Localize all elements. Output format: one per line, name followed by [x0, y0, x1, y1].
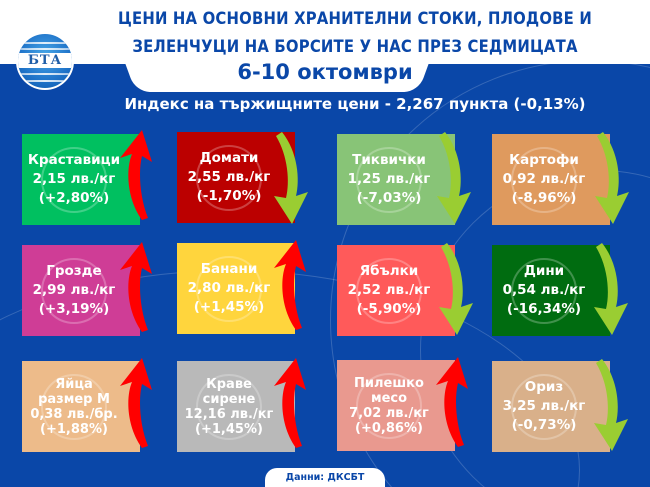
product-price: 0,38 лв./бр. — [30, 406, 118, 422]
data-source: Данни: ДКСБТ — [265, 468, 385, 487]
product-change: (-5,90%) — [356, 301, 422, 317]
potato-icon — [511, 146, 577, 213]
product-price: 0,92 лв./кг — [502, 171, 586, 187]
product-change: (-0,73%) — [511, 417, 577, 433]
product-name: Ябълки — [359, 263, 419, 279]
product-change: (-7,03%) — [356, 190, 422, 206]
product-card-tomatoes: Домати 2,55 лв./кг (-1,70%) — [177, 132, 295, 223]
product-card-chicken: Пилешко месо 7,02 лв./кг (+0,86%) — [337, 360, 455, 451]
product-name: Домати — [199, 150, 259, 166]
date-tab — [152, 50, 402, 92]
chicken-icon — [356, 372, 422, 439]
tomato-icon — [196, 144, 262, 211]
grapes-icon — [41, 257, 107, 324]
up-arrow-icon — [436, 357, 468, 447]
product-card-eggs: Яйца размер М 0,38 лв./бр. (+1,88%) — [22, 361, 140, 452]
zucchini-icon — [356, 146, 422, 213]
down-arrow-icon — [594, 243, 628, 335]
product-name: Картофи — [509, 152, 579, 168]
up-arrow-icon — [120, 242, 152, 332]
down-arrow-icon — [594, 359, 628, 451]
cucumber-icon — [41, 146, 107, 213]
product-price: 2,52 лв./кг — [347, 282, 431, 298]
product-change: (+1,88%) — [40, 421, 108, 437]
product-card-rice: Ориз 3,25 лв./кг (-0,73%) — [492, 361, 610, 452]
product-change: (+3,19%) — [38, 301, 110, 317]
up-arrow-icon — [274, 240, 306, 330]
product-card-zucchini: Тиквички 1,25 лв./кг (-7,03%) — [337, 134, 455, 225]
product-card-cucumbers: Краставици 2,15 лв./кг (+2,80%) — [22, 134, 140, 225]
product-price: 2,99 лв./кг — [32, 282, 116, 298]
egg-icon — [41, 373, 107, 440]
page-title-line-2: ЗЕЛЕНЧУЦИ НА БОРСИТЕ У НАС ПРЕЗ СЕДМИЦАТ… — [132, 37, 578, 56]
product-name: Грозде — [46, 263, 102, 279]
product-card-cow-cheese: Краве сирене 12,16 лв./кг (+1,45%) — [177, 361, 295, 452]
page-title-line-1: ЦЕНИ НА ОСНОВНИ ХРАНИТЕЛНИ СТОКИ, ПЛОДОВ… — [118, 9, 592, 28]
cheese-icon — [196, 373, 262, 440]
product-change: (+1,45%) — [193, 299, 265, 315]
product-name: Тиквички — [352, 152, 426, 168]
product-change: (-1,70%) — [196, 188, 262, 204]
product-price: 2,15 лв./кг — [32, 171, 116, 187]
down-arrow-icon — [437, 132, 471, 224]
product-change: (+0,86%) — [355, 420, 423, 436]
product-name-line-2: размер М — [38, 391, 110, 407]
product-change: (+2,80%) — [38, 190, 110, 206]
product-price: 3,25 лв./кг — [502, 398, 586, 414]
rice-icon — [511, 373, 577, 440]
down-arrow-icon — [439, 243, 473, 335]
product-card-potatoes: Картофи 0,92 лв./кг (-8,96%) — [492, 134, 610, 225]
product-price: 7,02 лв./кг — [349, 405, 429, 421]
product-change: (-8,96%) — [511, 190, 577, 206]
product-change: (-16,34%) — [506, 301, 582, 317]
product-price: 2,80 лв./кг — [187, 280, 271, 296]
up-arrow-icon — [274, 358, 306, 448]
product-name-line-2: сирене — [202, 391, 256, 407]
product-price: 0,54 лв./кг — [502, 282, 586, 298]
product-card-bananas: Банани 2,80 лв./кг (+1,45%) — [177, 243, 295, 334]
product-card-grapes: Грозде 2,99 лв./кг (+3,19%) — [22, 245, 140, 336]
market-index: Индекс на тържищните цени - 2,267 пункта… — [124, 95, 586, 113]
up-arrow-icon — [120, 130, 152, 220]
banana-icon — [196, 255, 262, 322]
product-name-line-1: Яйца — [55, 376, 93, 392]
product-price: 1,25 лв./кг — [347, 171, 431, 187]
up-arrow-icon — [120, 358, 152, 448]
week-date: 6-10 октомври — [237, 60, 413, 84]
product-name-line-1: Краве — [206, 376, 252, 392]
product-name: Ориз — [524, 379, 564, 395]
down-arrow-icon — [595, 132, 629, 224]
product-name-line-2: месо — [370, 390, 408, 406]
product-name-line-1: Пилешко — [354, 375, 424, 391]
product-name: Краставици — [27, 152, 121, 168]
product-change: (+1,45%) — [195, 421, 263, 437]
product-card-watermelons: Дини 0,54 лв./кг (-16,34%) — [492, 245, 610, 336]
watermelon-icon — [511, 257, 577, 324]
apple-icon — [356, 257, 422, 324]
bta-logo: БТА — [16, 32, 74, 90]
product-price: 2,55 лв./кг — [187, 169, 271, 185]
product-name: Банани — [200, 261, 258, 277]
product-card-apples: Ябълки 2,52 лв./кг (-5,90%) — [337, 245, 455, 336]
logo-text: БТА — [18, 53, 72, 68]
down-arrow-icon — [274, 132, 308, 224]
product-price: 12,16 лв./кг — [184, 406, 274, 422]
product-name: Дини — [523, 263, 565, 279]
